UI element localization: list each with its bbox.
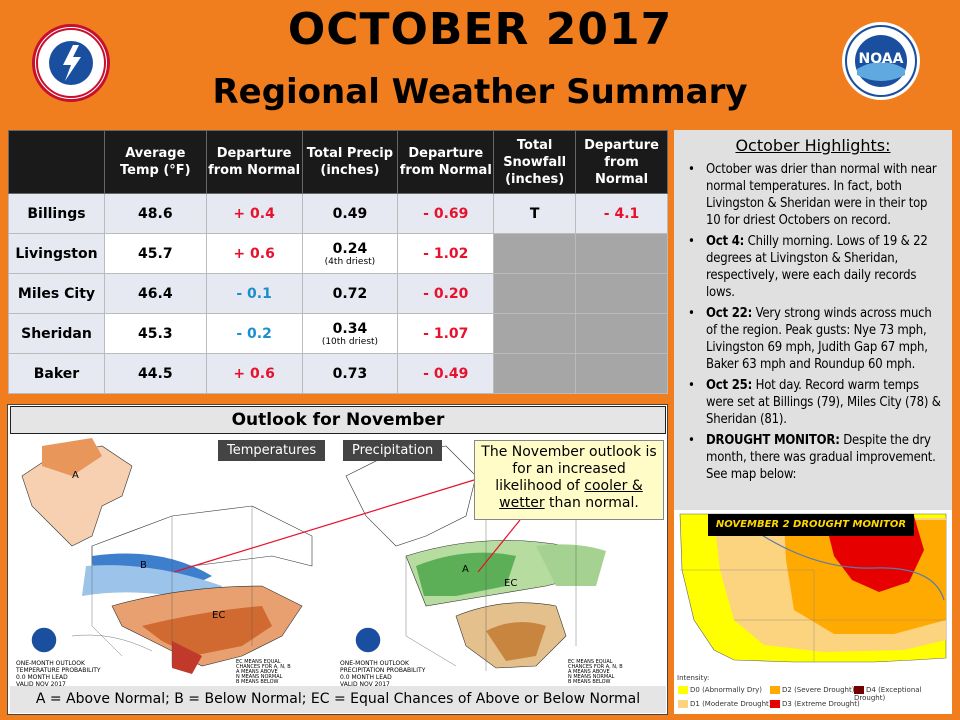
drought-intensity-label: Intensity: [677, 674, 710, 682]
climate-summary-table: Average Temp (°F) Departure from Normal … [8, 130, 668, 394]
header-total-precip: Total Precip (inches) [301, 130, 399, 194]
table-row: Billings 48.6 + 0.4 0.49 - 0.69 T - 4.1 [8, 193, 668, 234]
snow-departure [575, 313, 668, 354]
precip-map-note: EC MEANS EQUAL CHANCES FOR A, N, B A MEA… [568, 659, 623, 685]
city-name: Miles City [8, 273, 105, 314]
list-item: Oct 25: Hot day. Record warm temps were … [688, 377, 944, 428]
temp-departure: + 0.4 [205, 193, 303, 234]
precip-rank-note: (4th driest) [324, 256, 376, 267]
snow-departure [575, 273, 668, 314]
avg-temp: 46.4 [103, 273, 207, 314]
highlights-title: October Highlights: [735, 136, 891, 155]
total-snowfall [493, 313, 577, 354]
noaa-logo-text: NOAA [858, 51, 904, 67]
temperature-outlook-map: B EC A ONE-MONTH OUTLOOK TEMPERATURE PRO… [12, 436, 330, 688]
nws-logo [32, 24, 110, 102]
noaa-small-logo [354, 626, 382, 654]
precip-departure: - 1.02 [397, 233, 495, 274]
header-snow-departure: Departure from Normal [575, 130, 668, 194]
outlook-legend-footer: A = Above Normal; B = Below Normal; EC =… [10, 686, 666, 713]
noaa-small-logo [30, 626, 58, 654]
legend-d1: D1 (Moderate Drought) [678, 700, 772, 708]
legend-d4: D4 (Exceptional Drought) [854, 686, 922, 702]
precip-rank-note: (10th driest) [321, 336, 379, 347]
header-cell [8, 130, 105, 194]
page-subtitle: Regional Weather Summary [212, 72, 748, 112]
total-precip: 0.24 (4th driest) [301, 233, 399, 274]
header-precip-departure: Departure from Normal [397, 130, 495, 194]
legend-d0: D0 (Abnormally Dry) [678, 686, 762, 694]
legend-d3: D3 (Extreme Drought) [770, 700, 860, 708]
city-name: Livingston [8, 233, 105, 274]
snow-departure: - 4.1 [575, 193, 668, 234]
outlook-callout: The November outlook is for an increased… [474, 440, 664, 520]
precip-map-caption: ONE-MONTH OUTLOOK PRECIPITATION PROBABIL… [340, 660, 426, 688]
october-highlights-panel: October Highlights: October was drier th… [674, 130, 952, 510]
map-label-ec: EC [212, 610, 226, 621]
list-item: Oct 22: Very strong winds across much of… [688, 305, 944, 373]
noaa-logo: NOAA [842, 22, 920, 100]
temp-map-caption: ONE-MONTH OUTLOOK TEMPERATURE PROBABILIT… [16, 660, 101, 688]
total-precip: 0.73 [301, 353, 399, 394]
temp-map-note: EC MEANS EQUAL CHANCES FOR A, N, B A MEA… [236, 659, 291, 685]
map-label-ec: EC [504, 578, 518, 589]
temp-departure: - 0.1 [205, 273, 303, 314]
city-name: Billings [8, 193, 105, 234]
table-row: Baker 44.5 + 0.6 0.73 - 0.49 [8, 353, 668, 394]
snow-departure [575, 233, 668, 274]
snow-departure [575, 353, 668, 394]
table-row: Miles City 46.4 - 0.1 0.72 - 0.20 [8, 273, 668, 314]
map-label-a: A [462, 564, 469, 575]
total-snowfall: T [493, 193, 577, 234]
city-name: Sheridan [8, 313, 105, 354]
legend-d2: D2 (Severe Drought) [770, 686, 854, 694]
list-item: Oct 4: Chilly morning. Lows of 19 & 22 d… [688, 233, 944, 301]
header-total-snowfall: Total Snowfall (inches) [493, 130, 577, 194]
precip-departure: - 0.69 [397, 193, 495, 234]
table-row: Sheridan 45.3 - 0.2 0.34 (10th driest) - … [8, 313, 668, 354]
avg-temp: 48.6 [103, 193, 207, 234]
total-snowfall [493, 353, 577, 394]
temperatures-tag: Temperatures [218, 440, 326, 461]
avg-temp: 45.7 [103, 233, 207, 274]
list-item: October was drier than normal with near … [688, 161, 944, 229]
city-name: Baker [8, 353, 105, 394]
callout-emphasis: cooler & wetter [499, 478, 643, 511]
header-avg-temp: Average Temp (°F) [103, 130, 207, 194]
outlook-title: Outlook for November [10, 406, 666, 434]
table-row: Livingston 45.7 + 0.6 0.24 (4th driest) -… [8, 233, 668, 274]
header-temp-departure: Departure from Normal [205, 130, 303, 194]
temp-departure: + 0.6 [205, 353, 303, 394]
total-precip: 0.49 [301, 193, 399, 234]
precipitation-tag: Precipitation [343, 440, 443, 461]
page-title: OCTOBER 2017 [287, 4, 673, 55]
total-snowfall [493, 273, 577, 314]
precip-departure: - 0.49 [397, 353, 495, 394]
precip-departure: - 0.20 [397, 273, 495, 314]
map-label-b: B [140, 560, 147, 571]
avg-temp: 45.3 [103, 313, 207, 354]
drought-monitor-label: NOVEMBER 2 DROUGHT MONITOR [708, 514, 914, 536]
temp-departure: - 0.2 [205, 313, 303, 354]
highlights-list: October was drier than normal with near … [682, 161, 944, 483]
list-item: DROUGHT MONITOR: Despite the dry month, … [688, 432, 944, 483]
total-precip: 0.34 (10th driest) [301, 313, 399, 354]
map-label-a: A [72, 470, 79, 481]
avg-temp: 44.5 [103, 353, 207, 394]
